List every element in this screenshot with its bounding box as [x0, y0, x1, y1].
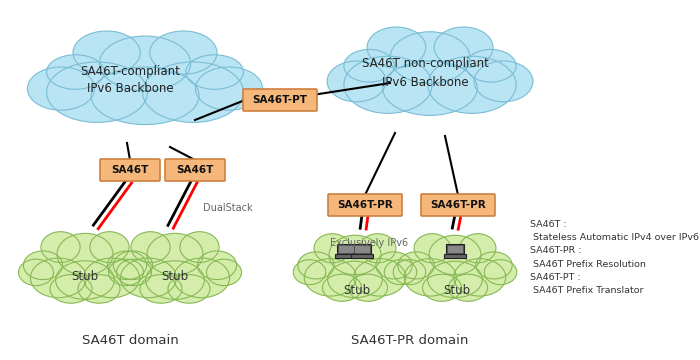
Ellipse shape — [423, 274, 461, 301]
Ellipse shape — [168, 275, 210, 303]
FancyBboxPatch shape — [328, 194, 402, 216]
Ellipse shape — [195, 67, 262, 110]
Ellipse shape — [180, 232, 219, 262]
Ellipse shape — [186, 55, 244, 89]
Ellipse shape — [344, 56, 432, 113]
Ellipse shape — [23, 251, 62, 280]
Ellipse shape — [454, 258, 505, 296]
Ellipse shape — [459, 234, 496, 263]
FancyBboxPatch shape — [337, 244, 355, 255]
Ellipse shape — [304, 258, 356, 296]
Ellipse shape — [30, 258, 86, 298]
Text: Stub: Stub — [162, 270, 188, 283]
Ellipse shape — [328, 261, 382, 298]
Ellipse shape — [47, 55, 104, 89]
Ellipse shape — [466, 49, 516, 82]
Ellipse shape — [390, 32, 470, 84]
Ellipse shape — [108, 259, 144, 285]
Text: SA46T-PR: SA46T-PR — [337, 200, 393, 210]
Ellipse shape — [91, 67, 199, 125]
Ellipse shape — [120, 258, 176, 298]
Ellipse shape — [113, 251, 153, 280]
FancyBboxPatch shape — [100, 159, 160, 181]
Ellipse shape — [476, 252, 512, 279]
Ellipse shape — [383, 61, 477, 116]
FancyBboxPatch shape — [243, 89, 317, 111]
FancyBboxPatch shape — [335, 254, 357, 258]
Text: SA46T domain: SA46T domain — [82, 334, 178, 347]
FancyBboxPatch shape — [447, 246, 463, 253]
Ellipse shape — [323, 274, 361, 301]
Ellipse shape — [90, 232, 129, 262]
Ellipse shape — [131, 232, 170, 262]
Ellipse shape — [107, 251, 146, 280]
Ellipse shape — [27, 67, 94, 110]
FancyBboxPatch shape — [351, 254, 373, 258]
Ellipse shape — [449, 274, 487, 301]
Ellipse shape — [140, 275, 182, 303]
FancyBboxPatch shape — [444, 254, 466, 258]
Ellipse shape — [349, 274, 388, 301]
Text: Exclusively IPv6: Exclusively IPv6 — [330, 238, 408, 248]
Ellipse shape — [57, 233, 113, 275]
Ellipse shape — [360, 234, 396, 263]
Ellipse shape — [327, 61, 386, 102]
Ellipse shape — [147, 233, 203, 275]
FancyBboxPatch shape — [165, 159, 225, 181]
Ellipse shape — [329, 235, 381, 275]
Ellipse shape — [55, 261, 114, 300]
Ellipse shape — [116, 259, 151, 285]
Ellipse shape — [174, 258, 230, 298]
Text: DualStack: DualStack — [203, 203, 253, 213]
Ellipse shape — [376, 252, 412, 279]
Ellipse shape — [414, 234, 451, 263]
Ellipse shape — [47, 62, 148, 122]
Ellipse shape — [314, 234, 351, 263]
Ellipse shape — [429, 235, 481, 275]
Text: SA46T: SA46T — [111, 165, 148, 175]
Text: SA46T-PR: SA46T-PR — [430, 200, 486, 210]
Ellipse shape — [484, 260, 517, 285]
FancyBboxPatch shape — [446, 244, 464, 255]
Text: Stub: Stub — [71, 270, 99, 283]
Ellipse shape — [83, 258, 139, 298]
Ellipse shape — [428, 56, 516, 113]
Ellipse shape — [206, 259, 242, 285]
Ellipse shape — [78, 275, 120, 303]
FancyBboxPatch shape — [421, 194, 495, 216]
Ellipse shape — [405, 258, 456, 296]
Text: Stub: Stub — [344, 284, 370, 297]
Ellipse shape — [298, 252, 334, 279]
Ellipse shape — [73, 31, 140, 74]
Ellipse shape — [18, 259, 53, 285]
Ellipse shape — [434, 27, 493, 68]
Ellipse shape — [354, 258, 406, 296]
Ellipse shape — [146, 261, 204, 300]
FancyBboxPatch shape — [354, 246, 370, 253]
Ellipse shape — [143, 62, 244, 122]
Ellipse shape — [150, 31, 217, 74]
FancyBboxPatch shape — [339, 246, 354, 253]
Ellipse shape — [50, 275, 92, 303]
Ellipse shape — [428, 261, 482, 298]
Text: SA46T :
 Stateless Automatic IPv4 over IPv6 Tunneling
SA46T-PR :
 SA46T Prefix R: SA46T : Stateless Automatic IPv4 over IP… — [530, 220, 700, 295]
Ellipse shape — [41, 232, 80, 262]
Ellipse shape — [398, 252, 434, 279]
Ellipse shape — [384, 260, 416, 285]
Text: SA46T-PT: SA46T-PT — [253, 95, 307, 105]
Text: SA46T non-compliant
IPv6 Backbone: SA46T non-compliant IPv6 Backbone — [362, 58, 489, 89]
Text: SA46T-compliant
IPv6 Backbone: SA46T-compliant IPv6 Backbone — [80, 64, 180, 95]
Text: SA46T: SA46T — [176, 165, 214, 175]
Ellipse shape — [197, 251, 237, 280]
Text: SA46T-PR domain: SA46T-PR domain — [351, 334, 469, 347]
Ellipse shape — [393, 260, 426, 285]
FancyBboxPatch shape — [353, 244, 371, 255]
Ellipse shape — [474, 61, 533, 102]
Ellipse shape — [99, 36, 190, 91]
Text: Stub: Stub — [443, 284, 470, 297]
Ellipse shape — [367, 27, 426, 68]
Ellipse shape — [344, 49, 394, 82]
Ellipse shape — [293, 260, 326, 285]
